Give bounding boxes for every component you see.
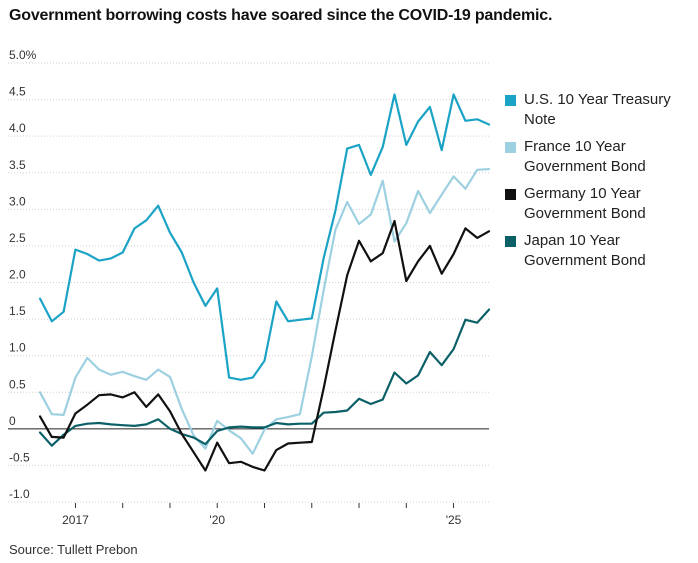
x-tick-label: 2017 (62, 513, 89, 527)
x-axis: 2017 '20 '25 (62, 503, 462, 527)
y-tick-label: 0 (9, 414, 16, 428)
grid-lines (8, 62, 489, 503)
y-tick-label: -1.0 (9, 487, 30, 501)
y-tick-label: -0.5 (9, 450, 30, 464)
series-lines (38, 93, 491, 472)
legend: U.S. 10 Year Treasury Note France 10 Year… (505, 90, 695, 278)
y-tick-label: 4.0 (9, 121, 26, 135)
y-tick-label: 5.0% (9, 48, 37, 62)
legend-item: U.S. 10 Year Treasury Note (505, 90, 695, 130)
legend-label: Germany 10 Year Government Bond (524, 185, 646, 222)
y-tick-label: 4.5 (9, 85, 26, 99)
y-tick-label: 2.5 (9, 231, 26, 245)
legend-swatch (505, 236, 516, 247)
y-tick-label: 3.0 (9, 194, 26, 208)
series-line-1 (38, 168, 491, 455)
series-line-3 (38, 308, 491, 447)
series-line-2 (38, 219, 491, 472)
legend-item: Japan 10 Year Government Bond (505, 231, 695, 271)
legend-item: Germany 10 Year Government Bond (505, 184, 695, 224)
y-tick-label: 2.0 (9, 268, 26, 282)
y-tick-label: 0.5 (9, 377, 26, 391)
y-tick-label: 3.5 (9, 158, 26, 172)
y-tick-label: 1.5 (9, 304, 26, 318)
legend-item: France 10 Year Government Bond (505, 137, 695, 177)
x-tick-label: '25 (446, 513, 462, 527)
legend-swatch (505, 142, 516, 153)
source-note: Source: Tullett Prebon (9, 542, 138, 557)
x-tick-label: '20 (209, 513, 225, 527)
y-axis-tick-labels: 5.0% 4.5 4.0 3.5 3.0 2.5 2.0 1.5 1.0 0.5 0 -0.5 -1.0 (9, 48, 37, 501)
legend-label: Japan 10 Year Government Bond (524, 232, 646, 269)
legend-swatch (505, 95, 516, 106)
legend-label: U.S. 10 Year Treasury Note (524, 91, 671, 128)
series-line-0 (38, 93, 491, 381)
y-tick-label: 1.0 (9, 341, 26, 355)
chart-title: Government borrowing costs have soared s… (9, 7, 553, 24)
legend-label: France 10 Year Government Bond (524, 138, 646, 175)
legend-swatch (505, 189, 516, 200)
